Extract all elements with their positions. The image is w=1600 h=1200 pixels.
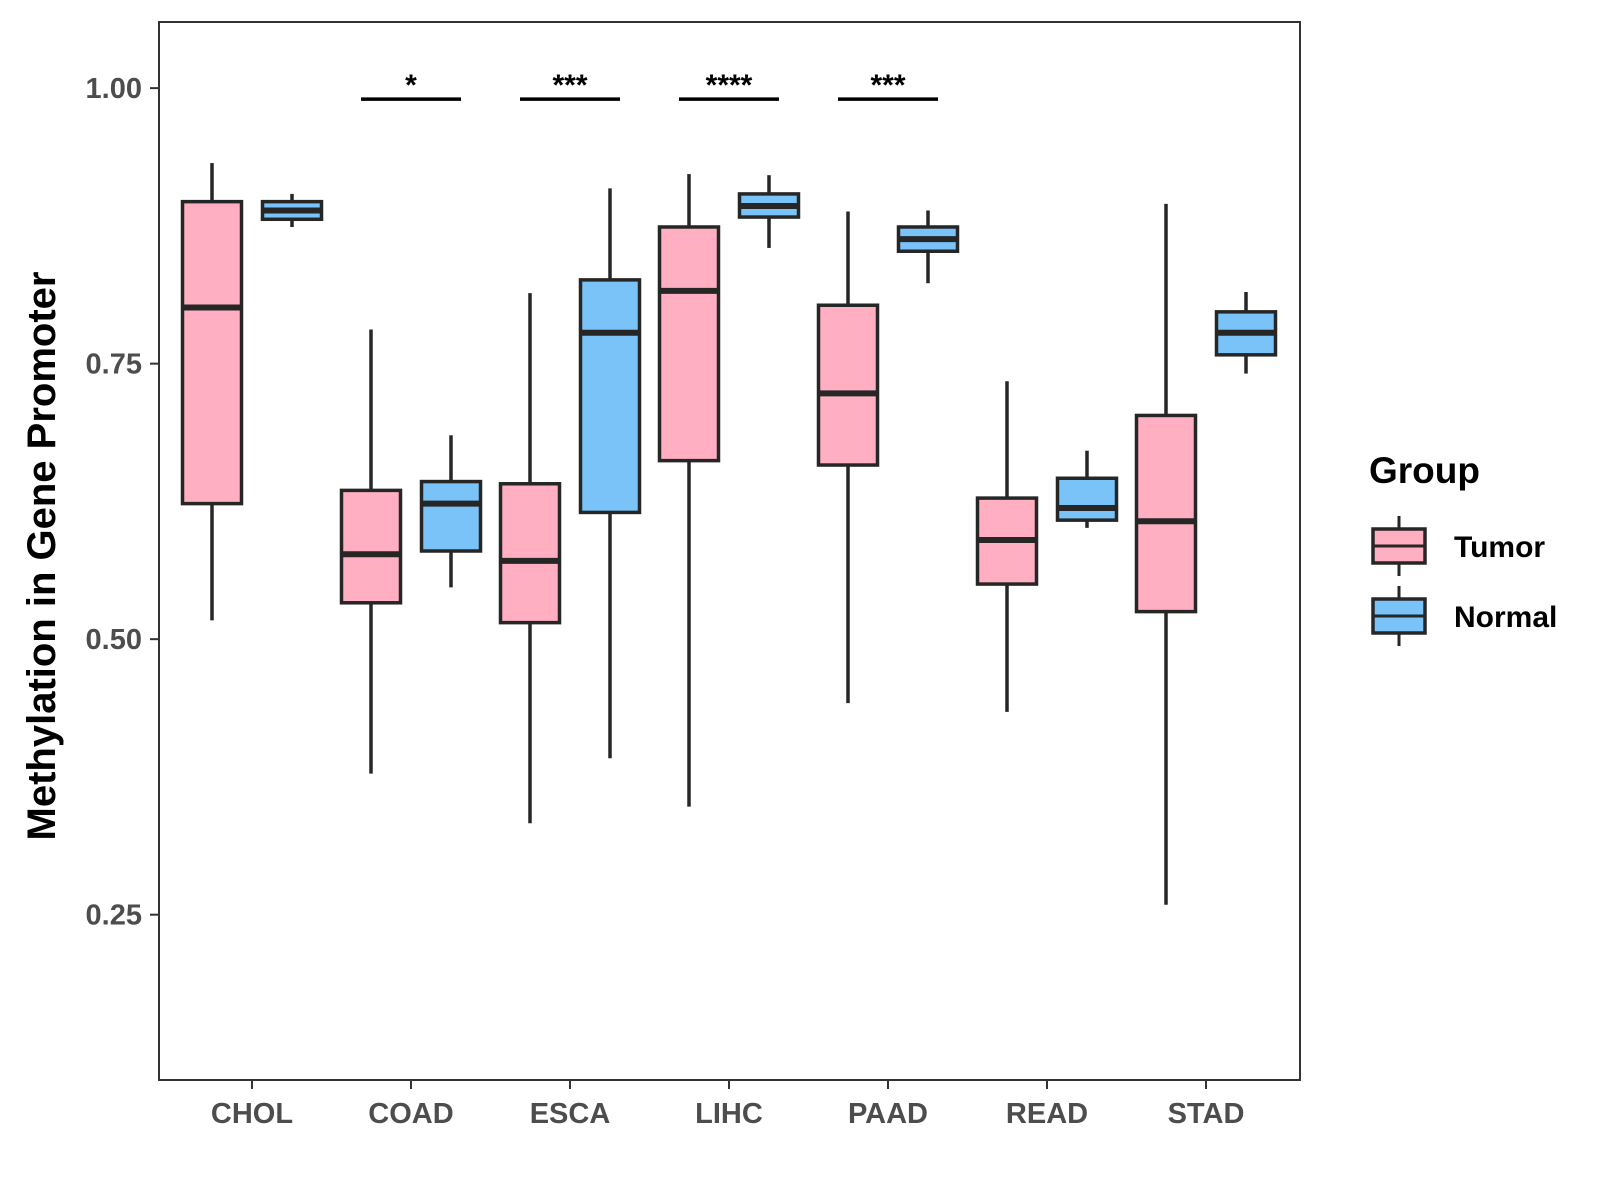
legend-label: Normal (1454, 601, 1557, 634)
box-body (180, 199, 244, 506)
x-tick-label: READ (1006, 1098, 1088, 1130)
y-axis: 0.25 0.50 0.75 1.00 (86, 73, 159, 932)
box-chol-tumor (180, 163, 244, 621)
box-body (578, 278, 642, 515)
legend: Group Tumor Normal (1369, 450, 1557, 646)
significance-label: **** (706, 69, 753, 102)
y-tick-label: 0.75 (86, 349, 142, 381)
box-body (1134, 413, 1198, 614)
x-tick-label: CHOL (211, 1098, 293, 1130)
plot-area (158, 21, 1301, 1081)
significance-annotations: * *** **** *** (361, 69, 938, 102)
significance-label: *** (552, 69, 587, 102)
significance-label: *** (870, 69, 905, 102)
box-read-normal (1055, 450, 1119, 528)
significance-label: * (405, 69, 417, 102)
box-coad-normal (419, 435, 483, 588)
legend-item-tumor: Tumor (1371, 516, 1545, 576)
legend-label: Tumor (1454, 531, 1545, 564)
significance-esca: *** (520, 69, 620, 102)
box-coad-tumor (339, 329, 403, 774)
significance-paad: *** (838, 69, 938, 102)
y-axis-title: Methylation in Gene Promoter (20, 272, 64, 841)
legend-item-normal: Normal (1371, 586, 1557, 646)
box-esca-normal (578, 188, 642, 759)
box-body (657, 225, 721, 463)
x-tick-label: COAD (368, 1098, 453, 1130)
x-axis: CHOL COAD ESCA LIHC PAAD READ STAD (211, 1080, 1244, 1130)
significance-lihc: **** (679, 69, 779, 102)
box-body (419, 479, 483, 553)
x-tick-label: ESCA (530, 1098, 611, 1130)
box-read-tumor (975, 381, 1039, 712)
x-tick-label: STAD (1168, 1098, 1245, 1130)
box-stad-normal (1214, 292, 1278, 374)
box-lihc-normal (737, 175, 801, 248)
x-tick-label: PAAD (848, 1098, 928, 1130)
y-tick-label: 0.50 (86, 624, 142, 656)
box-body (1055, 476, 1119, 522)
box-esca-tumor (498, 293, 562, 824)
y-tick-label: 1.00 (86, 73, 142, 105)
box-body (339, 488, 403, 605)
significance-coad: * (361, 69, 461, 102)
y-tick-label: 0.25 (86, 900, 142, 932)
box-paad-normal (896, 210, 960, 284)
box-body (816, 303, 880, 467)
box-paad-tumor (816, 211, 880, 704)
box-body (498, 482, 562, 625)
box-chol-normal (260, 193, 324, 227)
x-tick-label: LIHC (695, 1098, 763, 1130)
box-stad-tumor (1134, 203, 1198, 905)
legend-title: Group (1369, 450, 1480, 491)
box-lihc-tumor (657, 174, 721, 807)
